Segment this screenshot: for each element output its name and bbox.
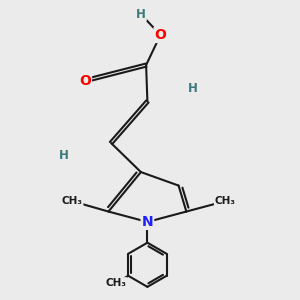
Text: H: H <box>136 8 146 21</box>
Text: CH₃: CH₃ <box>61 196 82 206</box>
Text: H: H <box>188 82 198 95</box>
Text: N: N <box>142 215 153 229</box>
Text: CH₃: CH₃ <box>105 278 126 288</box>
Text: O: O <box>79 74 91 88</box>
Text: H: H <box>59 149 69 162</box>
Text: O: O <box>154 28 166 42</box>
Text: CH₃: CH₃ <box>215 196 236 206</box>
